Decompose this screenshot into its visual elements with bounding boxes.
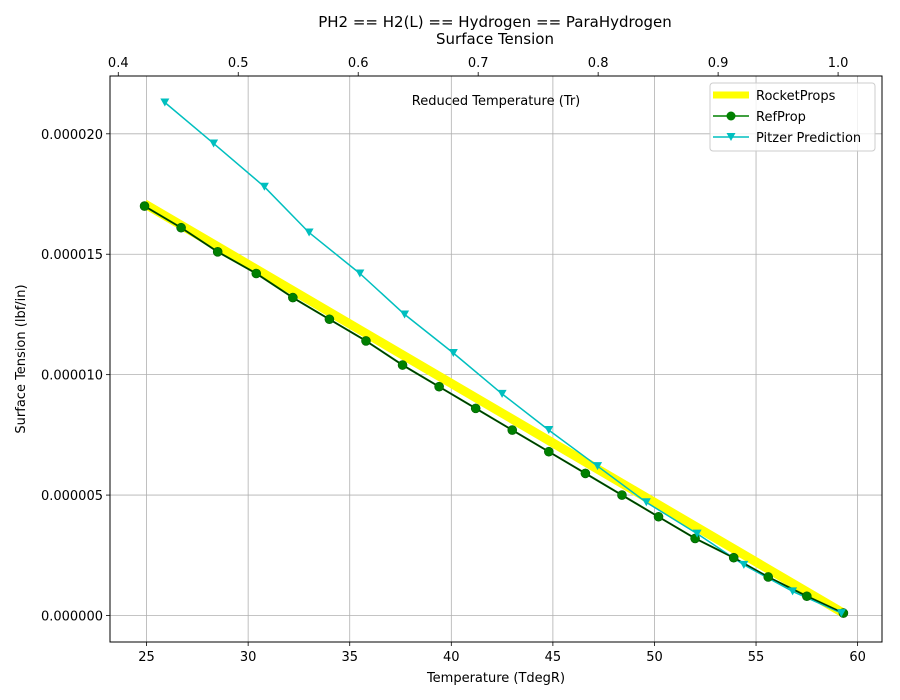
y-tick-label: 0.000005 bbox=[41, 489, 103, 504]
data-point-refprop bbox=[288, 292, 298, 303]
data-point-refprop bbox=[802, 591, 812, 602]
data-point-pitzer-prediction bbox=[448, 348, 458, 357]
data-point-refprop bbox=[212, 247, 223, 257]
top-x-axis: 0.4 0.5 0.6 0.7 0.8 0.9 1.0 bbox=[108, 56, 849, 76]
series-line-refprop-core bbox=[144, 205, 844, 614]
data-point-refprop bbox=[434, 381, 444, 392]
data-point-refprop bbox=[397, 360, 408, 370]
top-tick-label: 0.6 bbox=[348, 56, 369, 71]
data-point-refprop bbox=[580, 468, 591, 479]
data-point-pitzer-prediction bbox=[209, 139, 219, 148]
x-tick-label: 50 bbox=[646, 650, 663, 665]
data-point-refprop bbox=[139, 201, 150, 211]
data-point-refprop bbox=[361, 336, 371, 346]
y-tick-label: 0.000010 bbox=[41, 369, 103, 384]
data-point-pitzer-prediction bbox=[400, 310, 410, 319]
data-point-pitzer-prediction bbox=[304, 228, 314, 237]
top-tick-label: 1.0 bbox=[828, 56, 849, 71]
data-point-pitzer-prediction bbox=[593, 462, 603, 471]
legend-marker-refprop bbox=[726, 111, 736, 121]
y-axis: 0.000000 0.000005 0.000010 0.000015 0.000020 bbox=[41, 128, 110, 625]
data-point-refprop bbox=[653, 511, 664, 522]
top-tick-label: 0.8 bbox=[588, 56, 609, 71]
grid-lines bbox=[110, 76, 882, 642]
data-point-refprop bbox=[763, 572, 774, 582]
x-tick-label: 45 bbox=[545, 650, 562, 665]
y-tick-label: 0.000020 bbox=[41, 128, 103, 143]
bottom-x-axis: 25 30 35 40 45 50 55 60 bbox=[138, 642, 866, 665]
legend: RocketProps RefProp Pitzer Prediction bbox=[709, 82, 876, 152]
y-tick-label: 0.000000 bbox=[41, 610, 103, 625]
top-axis-label: Reduced Temperature (Tr) bbox=[412, 94, 580, 109]
data-point-refprop bbox=[507, 425, 518, 435]
plot-series bbox=[139, 98, 849, 618]
x-tick-label: 30 bbox=[240, 650, 257, 665]
top-tick-label: 0.9 bbox=[708, 56, 729, 71]
top-tick-label: 0.5 bbox=[228, 56, 249, 71]
data-point-refprop bbox=[324, 314, 335, 325]
x-tick-label: 35 bbox=[341, 650, 358, 665]
x-tick-label: 55 bbox=[748, 650, 765, 665]
data-point-refprop bbox=[728, 552, 739, 563]
data-point-pitzer-prediction bbox=[497, 389, 507, 398]
data-point-pitzer-prediction bbox=[160, 98, 170, 107]
chart-title: PH2 == H2(L) == Hydrogen == ParaHydrogen bbox=[318, 13, 672, 31]
y-tick-label: 0.000015 bbox=[41, 248, 103, 263]
data-point-refprop bbox=[251, 268, 262, 279]
data-point-refprop bbox=[544, 446, 554, 457]
series-line-rocketprops bbox=[142, 199, 846, 617]
data-point-pitzer-prediction bbox=[355, 269, 365, 278]
x-tick-label: 25 bbox=[138, 650, 155, 665]
data-point-refprop bbox=[470, 403, 481, 414]
legend-marker-pitzer bbox=[726, 133, 736, 141]
data-point-pitzer-prediction bbox=[641, 498, 651, 507]
data-point-refprop bbox=[176, 222, 186, 233]
data-point-pitzer-prediction bbox=[692, 529, 702, 538]
x-axis-label: Temperature (TdegR) bbox=[426, 671, 565, 686]
y-axis-label: Surface Tension (lbf/in) bbox=[14, 284, 29, 433]
plot-frame bbox=[109, 75, 883, 643]
legend-box bbox=[709, 82, 876, 152]
legend-label-refprop: RefProp bbox=[756, 110, 806, 125]
data-point-pitzer-prediction bbox=[739, 560, 749, 569]
legend-label-pitzer: Pitzer Prediction bbox=[756, 131, 861, 146]
x-tick-label: 60 bbox=[849, 650, 866, 665]
data-point-refprop bbox=[617, 490, 627, 500]
x-tick-label: 40 bbox=[443, 650, 460, 665]
top-tick-label: 0.7 bbox=[468, 56, 489, 71]
data-point-pitzer-prediction bbox=[836, 609, 846, 618]
top-tick-label: 0.4 bbox=[108, 56, 129, 71]
data-point-pitzer-prediction bbox=[259, 182, 269, 191]
data-point-pitzer-prediction bbox=[788, 587, 798, 596]
legend-label-rocketprops: RocketProps bbox=[756, 89, 836, 104]
chart-subtitle: Surface Tension bbox=[436, 30, 554, 48]
data-point-pitzer-prediction bbox=[544, 426, 554, 435]
